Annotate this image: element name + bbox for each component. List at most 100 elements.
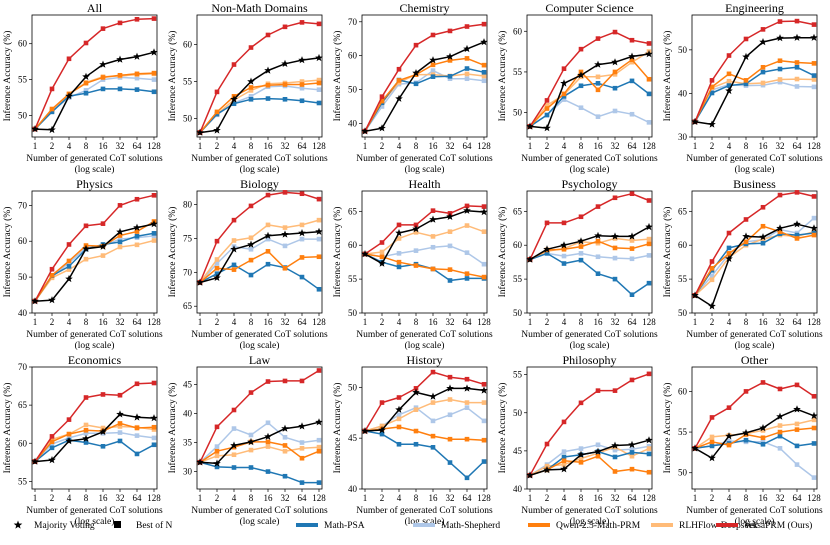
data-point-star	[742, 428, 750, 437]
data-point-star	[611, 232, 619, 240]
data-point-square	[282, 473, 288, 479]
data-point-square	[726, 438, 732, 444]
series-line	[199, 21, 320, 133]
data-point-square	[396, 412, 402, 418]
data-point-star	[725, 86, 733, 95]
data-point-star	[116, 410, 124, 418]
series-line	[529, 58, 650, 127]
x-tick-label: 32	[776, 493, 785, 503]
data-point-square	[231, 62, 237, 67]
data-point-star	[429, 215, 437, 223]
x-tick-label: 64	[628, 493, 638, 503]
x-tick-label: 128	[147, 317, 161, 327]
data-point-square	[777, 423, 783, 428]
data-point-square	[726, 53, 732, 58]
data-point-square	[100, 86, 106, 92]
data-point-square	[413, 42, 419, 48]
data-point-square	[316, 448, 322, 454]
data-point-star	[247, 77, 255, 85]
x-axis-label-scale: (log scale)	[570, 164, 610, 175]
data-point-square	[151, 16, 157, 21]
data-point-square	[709, 78, 715, 83]
series-line	[694, 66, 815, 123]
subplot-economics: Economics 1 2 4 8 16 32 64 128 55 60 65 70 Number of …	[2, 353, 163, 527]
subplot-title: Health	[409, 177, 441, 191]
y-tick-label: 70	[183, 267, 193, 277]
y-tick-label: 60	[18, 438, 28, 448]
data-point-square	[811, 73, 817, 78]
data-point-square	[83, 80, 89, 86]
data-point-square	[413, 407, 419, 412]
data-point-square	[282, 378, 288, 384]
data-point-square	[709, 273, 715, 279]
series-majority-voting	[361, 38, 488, 135]
x-tick-label: 32	[116, 141, 125, 151]
data-point-square	[447, 436, 453, 442]
y-tick-label: 50	[513, 308, 523, 318]
data-point-star	[463, 384, 471, 392]
y-axis-label: Inference Accuracy (%)	[662, 207, 673, 298]
data-point-square	[811, 61, 817, 66]
x-tick-label: 1	[693, 493, 698, 503]
x-axis-label: Number of generated CoT solutions	[191, 329, 328, 340]
data-point-square	[231, 426, 237, 431]
data-point-square	[83, 431, 89, 436]
data-point-square	[49, 86, 55, 92]
axes-frame	[361, 366, 488, 490]
data-point-square	[709, 415, 715, 420]
data-point-star	[150, 48, 158, 56]
y-tick-label: 65	[348, 206, 358, 216]
series-line	[529, 439, 650, 477]
data-point-square	[151, 233, 157, 239]
data-point-square	[66, 242, 72, 247]
data-point-square	[760, 64, 766, 70]
data-point-square	[117, 203, 123, 208]
data-point-square	[231, 444, 237, 450]
data-point-square	[481, 204, 487, 209]
data-point-square	[413, 441, 419, 447]
data-point-star	[247, 240, 255, 248]
data-point-star	[213, 126, 221, 134]
series-line	[199, 57, 320, 134]
data-point-star	[298, 422, 306, 430]
y-tick-label: 70	[18, 362, 28, 372]
data-point-square	[709, 443, 715, 449]
data-point-square	[578, 400, 584, 406]
series-line	[694, 419, 815, 449]
data-point-star	[196, 458, 204, 466]
subplot-title: Physics	[76, 177, 113, 191]
x-tick-label: 1	[33, 493, 38, 503]
data-point-star	[213, 273, 221, 281]
series-line	[364, 245, 485, 265]
data-point-square	[464, 66, 470, 71]
data-point-square	[544, 441, 550, 447]
x-axis-label-scale: (log scale)	[570, 340, 610, 351]
data-point-square	[265, 32, 271, 38]
subplot-biology: Biology 1 2 4 8 16 32 64 128 65 70 75 80 Number of ge…	[167, 177, 328, 351]
subplot-physics: Physics 1 2 4 8 16 32 64 128 40 50 60 70 Number of ge…	[2, 177, 163, 351]
series-line	[34, 51, 155, 131]
data-point-square	[544, 106, 550, 111]
data-point-square	[629, 37, 635, 43]
series-line	[694, 225, 815, 296]
data-point-square	[464, 76, 470, 82]
data-point-square	[709, 90, 715, 96]
data-point-square	[430, 68, 436, 73]
data-point-star	[611, 441, 619, 449]
data-point-square	[794, 427, 800, 432]
data-point-square	[316, 100, 322, 106]
data-point-star	[645, 436, 653, 444]
x-tick-label: 4	[727, 493, 732, 503]
data-point-square	[151, 70, 157, 76]
data-point-star	[628, 232, 636, 240]
y-tick-label: 60	[348, 240, 358, 250]
data-point-square	[464, 405, 470, 410]
subplot-title: Business	[733, 177, 776, 191]
data-point-square	[646, 451, 652, 457]
series-line	[34, 431, 155, 463]
y-axis-label: Inference Accuracy (%)	[167, 383, 178, 474]
y-axis-label: Inference Accuracy (%)	[2, 207, 13, 298]
y-axis-label: Inference Accuracy (%)	[2, 31, 13, 122]
data-point-square	[282, 190, 288, 195]
series-line	[199, 461, 319, 484]
